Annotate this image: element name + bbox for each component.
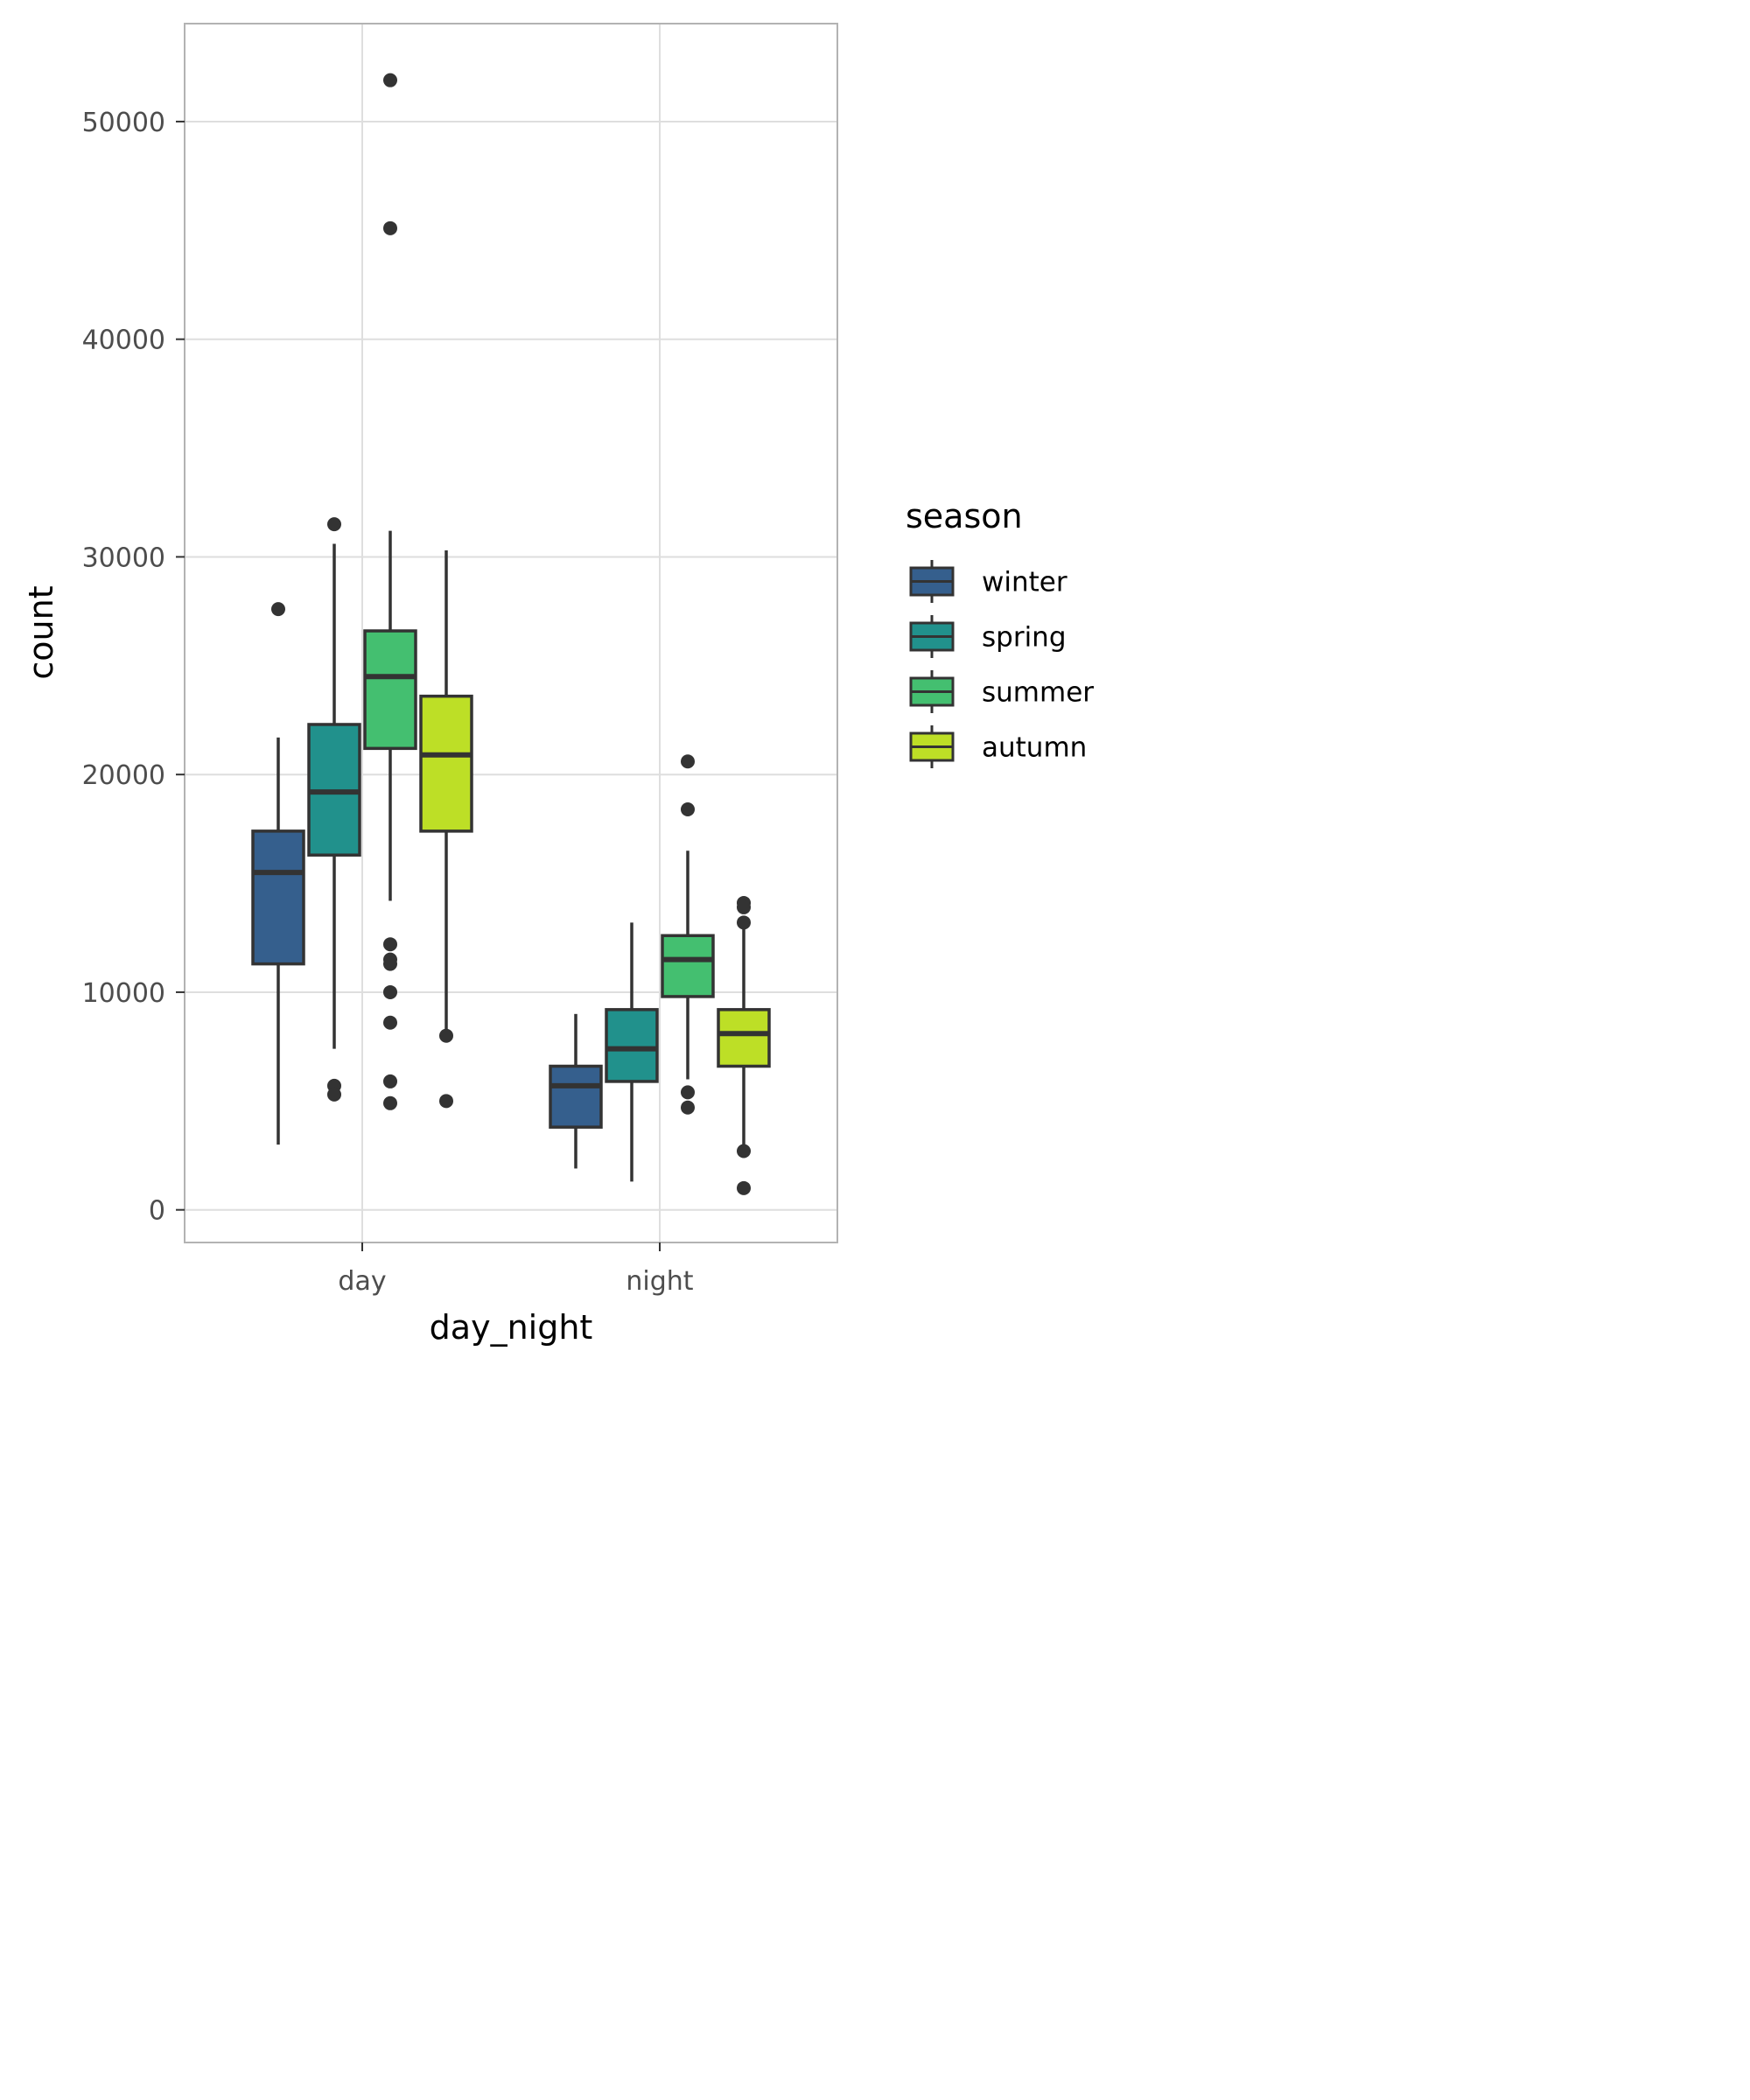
- plot-border: [184, 23, 838, 1243]
- summer-night-box: [661, 934, 715, 998]
- winter-day-box: [251, 830, 305, 966]
- winter-night-box: [549, 1064, 603, 1129]
- summer-day-outlier: [383, 956, 397, 971]
- x-axis-title: day_night: [430, 1308, 593, 1347]
- legend-label: spring: [982, 622, 1067, 654]
- autumn-night-outlier: [737, 1144, 751, 1158]
- autumn-night-outlier: [737, 900, 751, 914]
- box-layer: [251, 73, 771, 1195]
- y-tick-label: 30000: [82, 542, 165, 573]
- y-tick-label: 50000: [82, 108, 165, 138]
- x-tick-label: day: [338, 1266, 386, 1297]
- winter-day-outlier: [271, 602, 285, 617]
- x-axis: day night: [338, 1242, 694, 1297]
- grid-lines: [185, 24, 837, 1242]
- legend-label: summer: [982, 677, 1094, 709]
- autumn-day-box: [419, 694, 473, 833]
- summer-day-outlier: [383, 1096, 397, 1110]
- boxplot-chart: 0 10000 20000 30000 40000 50000 day night day_…: [22, 23, 1094, 1347]
- autumn-day-outlier: [439, 1094, 453, 1109]
- summer-day-outlier: [383, 937, 397, 952]
- summer-night-outlier: [681, 802, 695, 816]
- y-tick-label: 20000: [82, 760, 165, 791]
- summer-day-outlier: [383, 984, 397, 999]
- summer-day-outlier: [383, 1074, 397, 1088]
- y-tick-label: 10000: [82, 978, 165, 1009]
- legend-label: autumn: [982, 732, 1087, 764]
- autumn-night-outlier: [737, 1180, 751, 1195]
- y-axis-title: count: [22, 585, 60, 679]
- autumn-day-outlier: [439, 1028, 453, 1043]
- summer-day-outlier: [383, 73, 397, 88]
- summer-day-outlier: [383, 1015, 397, 1030]
- y-axis: 0 10000 20000 30000 40000 50000: [82, 108, 185, 1227]
- spring-day-outlier: [327, 517, 341, 532]
- y-tick-label: 40000: [82, 326, 165, 356]
- legend-title: season: [906, 497, 1023, 536]
- autumn-night-outlier: [737, 915, 751, 930]
- summer-night-outlier: [681, 754, 695, 769]
- legend-label: winter: [982, 567, 1068, 598]
- legend: season winter spring summer autumn: [906, 497, 1094, 768]
- summer-day-box: [363, 629, 417, 751]
- summer-night-outlier: [681, 1100, 695, 1115]
- summer-night-outlier: [681, 1085, 695, 1100]
- y-tick-label: 0: [149, 1196, 165, 1227]
- spring-night-box: [605, 1008, 659, 1083]
- spring-day-outlier: [327, 1087, 341, 1102]
- autumn-night-box: [717, 1008, 771, 1068]
- x-tick-label: night: [626, 1266, 693, 1297]
- summer-day-outlier: [383, 220, 397, 235]
